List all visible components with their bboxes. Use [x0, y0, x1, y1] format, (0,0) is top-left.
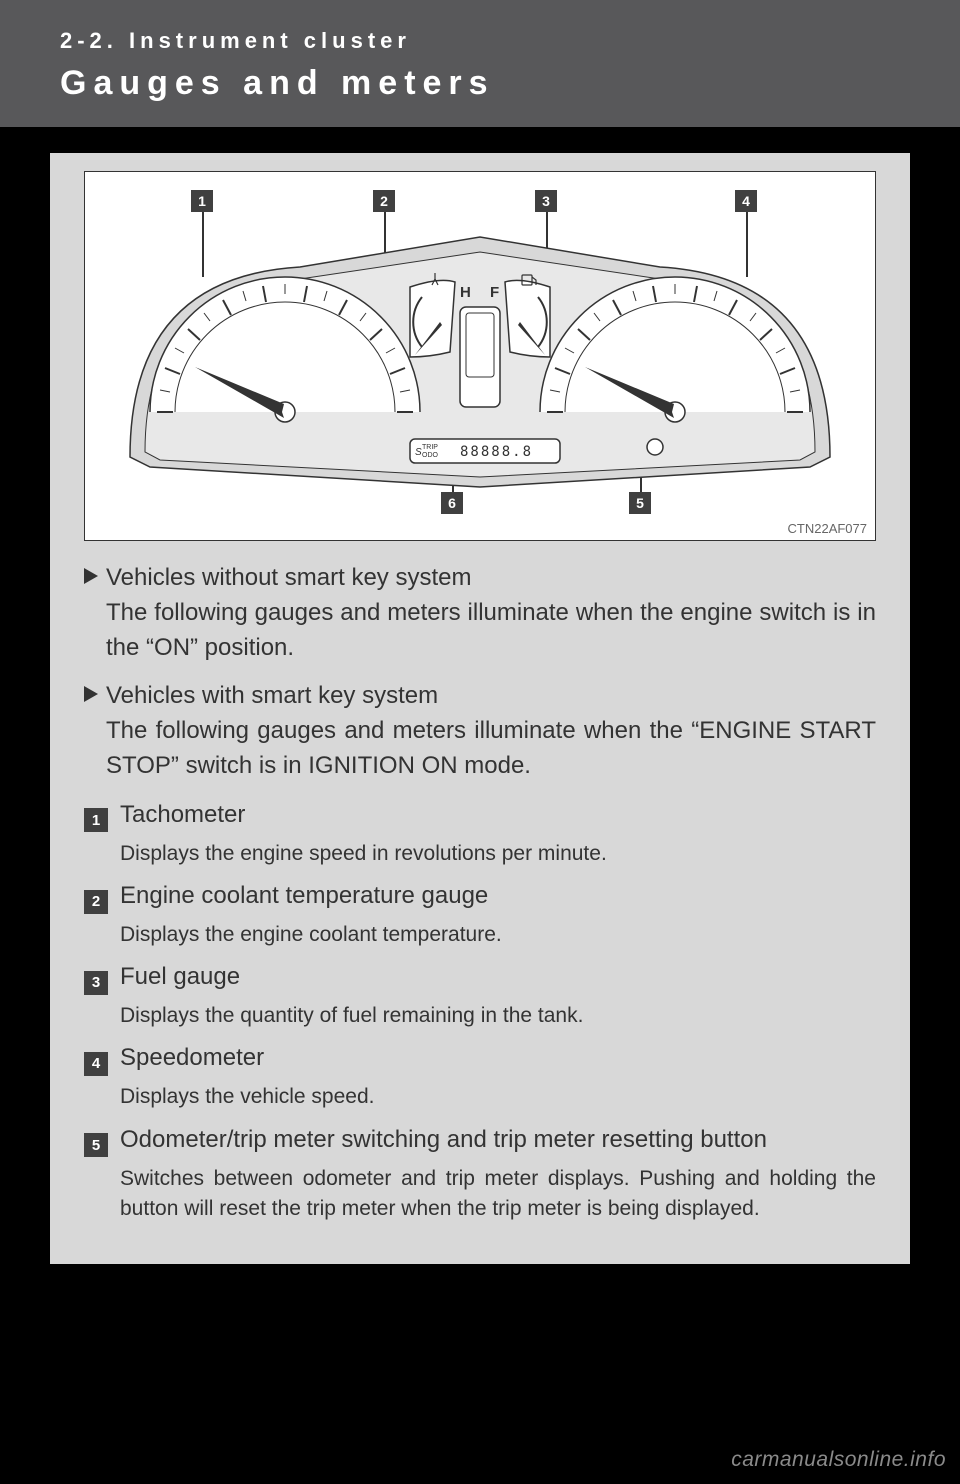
- variant-without-smartkey: Vehicles without smart key system The fo…: [84, 561, 876, 665]
- item3-title: Fuel gauge: [120, 960, 876, 995]
- item4-desc: Displays the vehicle speed.: [120, 1082, 876, 1112]
- callout-2: 2: [373, 190, 395, 212]
- num-2: 2: [84, 890, 108, 914]
- svg-text:F: F: [490, 284, 499, 301]
- callout-4: 4: [735, 190, 757, 212]
- arrow-icon: [84, 568, 98, 584]
- callout-3: 3: [535, 190, 557, 212]
- watermark: carmanualsonline.info: [731, 1448, 946, 1472]
- content-area: 1 2 3 4 6 5: [0, 127, 960, 1264]
- svg-text:TRIP: TRIP: [422, 444, 438, 451]
- item-coolant-temp: 2 Engine coolant temperature gauge: [84, 879, 876, 914]
- item-fuel-gauge: 3 Fuel gauge: [84, 960, 876, 995]
- variant1-text: The following gauges and meters illumina…: [106, 596, 876, 666]
- variant2-text: The following gauges and meters illumina…: [106, 714, 876, 784]
- num-1: 1: [84, 808, 108, 832]
- item4-title: Speedometer: [120, 1041, 876, 1076]
- svg-text:ODO: ODO: [422, 452, 439, 459]
- variant-with-smartkey: Vehicles with smart key system The follo…: [84, 679, 876, 783]
- item5-desc: Switches between odometer and trip meter…: [120, 1164, 876, 1225]
- svg-text:S: S: [415, 447, 422, 458]
- cluster-diagram: H C F E: [110, 227, 850, 507]
- item3-desc: Displays the quantity of fuel remaining …: [120, 1001, 876, 1031]
- figure-code: CTN22AF077: [788, 521, 867, 536]
- item-speedometer: 4 Speedometer: [84, 1041, 876, 1076]
- page-title: Gauges and meters: [60, 64, 900, 103]
- instrument-cluster-figure: 1 2 3 4 6 5: [84, 171, 876, 541]
- arrow-icon: [84, 686, 98, 702]
- num-4: 4: [84, 1052, 108, 1076]
- item2-desc: Displays the engine coolant temperature.: [120, 920, 876, 950]
- variant2-title: Vehicles with smart key system: [106, 679, 876, 714]
- item2-title: Engine coolant temperature gauge: [120, 879, 876, 914]
- variant1-title: Vehicles without smart key system: [106, 561, 876, 596]
- item-tachometer: 1 Tachometer: [84, 798, 876, 833]
- num-5: 5: [84, 1133, 108, 1157]
- svg-text:88888.8: 88888.8: [460, 444, 533, 460]
- header-band: 2-2. Instrument cluster Gauges and meter…: [0, 0, 960, 127]
- callout-1: 1: [191, 190, 213, 212]
- item5-title: Odometer/trip meter switching and trip m…: [120, 1123, 876, 1158]
- item1-desc: Displays the engine speed in revolutions…: [120, 839, 876, 869]
- svg-text:H: H: [460, 284, 471, 301]
- breadcrumb: 2-2. Instrument cluster: [60, 28, 900, 54]
- content-panel: 1 2 3 4 6 5: [50, 153, 910, 1264]
- num-3: 3: [84, 971, 108, 995]
- item-odometer-button: 5 Odometer/trip meter switching and trip…: [84, 1123, 876, 1158]
- item1-title: Tachometer: [120, 798, 876, 833]
